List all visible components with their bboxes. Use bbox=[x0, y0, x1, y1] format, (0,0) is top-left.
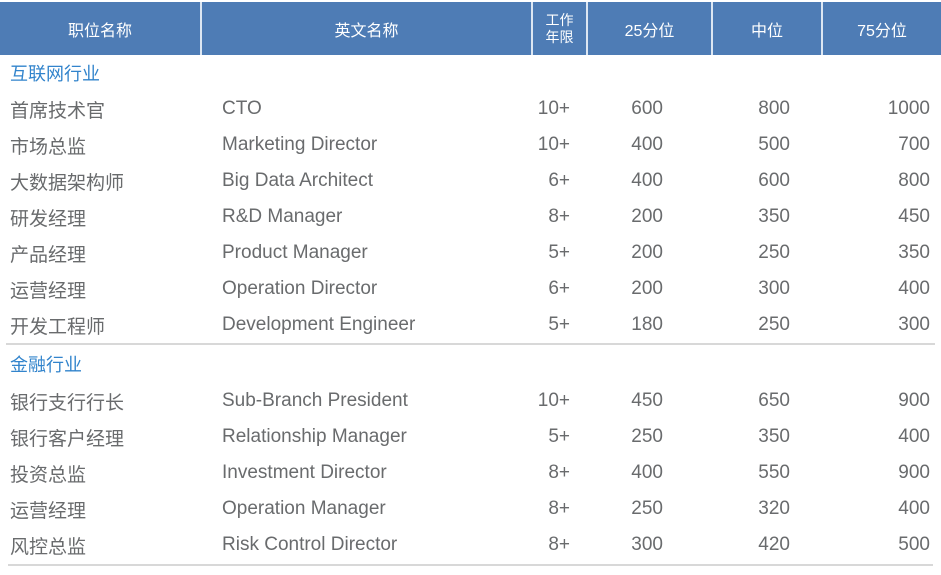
cell-english: Risk Control Director bbox=[222, 534, 398, 555]
cell-position: 银行客户经理 bbox=[10, 428, 125, 450]
cell-median: 350 bbox=[758, 206, 790, 227]
table-row: 风控总监 Risk Control Director 8+ 300 420 500 bbox=[0, 527, 941, 563]
cell-position: 大数据架构师 bbox=[10, 172, 125, 194]
column-header-english: 英文名称 bbox=[202, 2, 533, 55]
table-row: 开发工程师 Development Engineer 5+ 180 250 300 bbox=[0, 307, 941, 343]
column-header-years: 工作 年限 bbox=[533, 2, 588, 55]
cell-english: Sub-Branch President bbox=[222, 390, 408, 411]
table-row: 产品经理 Product Manager 5+ 200 250 350 bbox=[0, 235, 941, 271]
cell-english: Operation Manager bbox=[222, 498, 386, 519]
cell-median: 600 bbox=[758, 170, 790, 191]
cell-years: 10+ bbox=[537, 390, 570, 411]
cell-years: 10+ bbox=[537, 98, 570, 119]
cell-p25: 400 bbox=[631, 134, 663, 155]
cell-position: 首席技术官 bbox=[10, 100, 106, 122]
cell-years: 5+ bbox=[548, 314, 570, 335]
column-header-median: 中位 bbox=[713, 2, 823, 55]
cell-p75: 450 bbox=[898, 206, 930, 227]
cell-p25: 400 bbox=[631, 462, 663, 483]
cell-english: Marketing Director bbox=[222, 134, 378, 155]
cell-years: 8+ bbox=[548, 498, 570, 519]
column-header-years-line2: 年限 bbox=[545, 28, 574, 45]
cell-position: 市场总监 bbox=[10, 136, 87, 158]
cell-p25: 400 bbox=[631, 170, 663, 191]
column-header-p25: 25分位 bbox=[588, 2, 713, 55]
cell-p25: 180 bbox=[631, 314, 663, 335]
cell-p25: 250 bbox=[631, 498, 663, 519]
cell-english: R&D Manager bbox=[222, 206, 343, 227]
table-row: 首席技术官 CTO 10+ 600 800 1000 bbox=[0, 91, 941, 127]
cell-p25: 250 bbox=[631, 426, 663, 447]
cell-p75: 1000 bbox=[887, 98, 930, 119]
column-header-years-line1: 工作 bbox=[545, 11, 574, 28]
cell-years: 6+ bbox=[548, 278, 570, 299]
cell-median: 320 bbox=[758, 498, 790, 519]
cell-years: 10+ bbox=[537, 134, 570, 155]
cell-p25: 450 bbox=[631, 390, 663, 411]
cell-years: 5+ bbox=[548, 242, 570, 263]
cell-position: 银行支行行长 bbox=[10, 392, 125, 414]
cell-median: 250 bbox=[758, 242, 790, 263]
cell-p75: 350 bbox=[898, 242, 930, 263]
cell-p25: 200 bbox=[631, 206, 663, 227]
cell-p75: 300 bbox=[898, 314, 930, 335]
section-title: 互联网行业 bbox=[10, 64, 100, 84]
cell-position: 产品经理 bbox=[10, 244, 87, 266]
cell-position: 投资总监 bbox=[10, 464, 87, 486]
cell-english: Relationship Manager bbox=[222, 426, 407, 447]
table-body: 互联网行业首席技术官 CTO 10+ 600 800 1000 市场总监 Marketing … bbox=[0, 55, 941, 563]
cell-p25: 200 bbox=[631, 242, 663, 263]
cell-years: 8+ bbox=[548, 206, 570, 227]
cell-p75: 400 bbox=[898, 278, 930, 299]
table-row: 银行支行行长 Sub-Branch President 10+ 450 650 900 bbox=[0, 383, 941, 419]
cell-median: 250 bbox=[758, 314, 790, 335]
table-row: 银行客户经理 Relationship Manager 5+ 250 350 400 bbox=[0, 419, 941, 455]
cell-p75: 700 bbox=[898, 134, 930, 155]
cell-english: Product Manager bbox=[222, 242, 368, 263]
cell-english: Investment Director bbox=[222, 462, 387, 483]
cell-p25: 200 bbox=[631, 278, 663, 299]
cell-median: 650 bbox=[758, 390, 790, 411]
cell-median: 300 bbox=[758, 278, 790, 299]
column-header-position: 职位名称 bbox=[0, 2, 202, 55]
cell-position: 运营经理 bbox=[10, 280, 87, 302]
table-row: 研发经理 R&D Manager 8+ 200 350 450 bbox=[0, 199, 941, 235]
cell-median: 420 bbox=[758, 534, 790, 555]
cell-p25: 600 bbox=[631, 98, 663, 119]
cell-years: 6+ bbox=[548, 170, 570, 191]
cell-p75: 400 bbox=[898, 498, 930, 519]
cell-p75: 800 bbox=[898, 170, 930, 191]
table-header-row: 职位名称 英文名称 工作 年限 25分位 中位 75分位 bbox=[0, 2, 941, 55]
cell-p75: 500 bbox=[898, 534, 930, 555]
column-header-p75: 75分位 bbox=[857, 22, 907, 40]
cell-position: 运营经理 bbox=[10, 500, 87, 522]
section-title: 金融行业 bbox=[6, 343, 935, 383]
cell-position: 开发工程师 bbox=[10, 316, 106, 338]
bottom-divider bbox=[8, 564, 933, 566]
cell-position: 研发经理 bbox=[10, 208, 87, 230]
cell-p75: 400 bbox=[898, 426, 930, 447]
cell-p75: 900 bbox=[898, 390, 930, 411]
cell-english: Development Engineer bbox=[222, 314, 416, 335]
cell-english: Operation Director bbox=[222, 278, 378, 299]
table-row: 大数据架构师 Big Data Architect 6+ 400 600 800 bbox=[0, 163, 941, 199]
table-row: 运营经理 Operation Director 6+ 200 300 400 bbox=[0, 271, 941, 307]
cell-median: 350 bbox=[758, 426, 790, 447]
cell-median: 550 bbox=[758, 462, 790, 483]
table-row: 投资总监 Investment Director 8+ 400 550 900 bbox=[0, 455, 941, 491]
cell-position: 风控总监 bbox=[10, 536, 87, 558]
cell-p75: 900 bbox=[898, 462, 930, 483]
cell-median: 500 bbox=[758, 134, 790, 155]
cell-median: 800 bbox=[758, 98, 790, 119]
table-row: 市场总监 Marketing Director 10+ 400 500 700 bbox=[0, 127, 941, 163]
cell-years: 8+ bbox=[548, 462, 570, 483]
cell-english: CTO bbox=[222, 98, 262, 119]
cell-years: 8+ bbox=[548, 534, 570, 555]
cell-english: Big Data Architect bbox=[222, 170, 374, 191]
cell-p25: 300 bbox=[631, 534, 663, 555]
table-row: 运营经理 Operation Manager 8+ 250 320 400 bbox=[0, 491, 941, 527]
cell-years: 5+ bbox=[548, 426, 570, 447]
